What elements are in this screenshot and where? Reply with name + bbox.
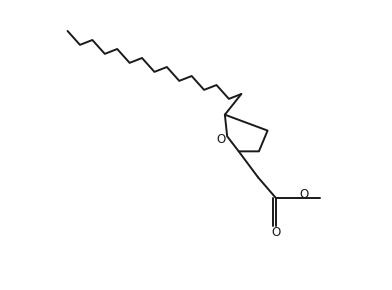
Text: O: O [299, 188, 309, 201]
Text: O: O [272, 226, 281, 239]
Text: O: O [217, 133, 226, 146]
